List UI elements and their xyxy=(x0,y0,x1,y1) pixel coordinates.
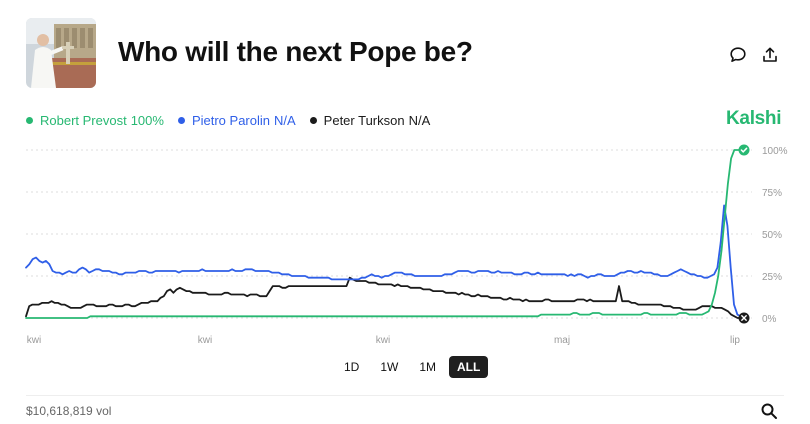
legend-series-name: Pietro Parolin xyxy=(191,113,270,128)
price-chart: 100% 75% 50% 25% 0% kwi kwi kwi maj lip xyxy=(25,144,788,346)
series-line-robert-prevost xyxy=(25,149,745,319)
y-tick-label: 0% xyxy=(762,314,777,325)
check-glyph xyxy=(740,147,748,153)
market-thumbnail xyxy=(26,18,96,88)
legend-dot-icon xyxy=(26,117,33,124)
x-glyph xyxy=(741,315,747,321)
pope-balcony-photo xyxy=(26,18,96,88)
x-tick-label: kwi xyxy=(27,335,41,346)
series-line-pietro-parolin xyxy=(25,204,745,318)
x-tick-label: maj xyxy=(554,335,570,346)
x-tick-label: lip xyxy=(730,335,740,346)
legend-dot-icon xyxy=(309,117,317,124)
y-tick-label: 50% xyxy=(762,230,782,241)
y-tick-label: 25% xyxy=(762,272,782,283)
comment-icon[interactable] xyxy=(727,44,749,66)
legend-dot-icon xyxy=(177,117,185,124)
time-range-selector: 1D 1W 1M ALL xyxy=(336,356,493,378)
legend-item-peter-turkson[interactable]: Peter Turkson N/A xyxy=(309,113,431,128)
range-button-1w[interactable]: 1W xyxy=(380,360,399,374)
share-icon[interactable] xyxy=(759,44,781,66)
y-tick-label: 75% xyxy=(762,188,782,199)
kalshi-logo: Kalshi xyxy=(726,108,782,129)
range-button-1m[interactable]: 1M xyxy=(419,360,437,374)
x-tick-label: kwi xyxy=(376,335,390,346)
legend-item-pietro-parolin[interactable]: Pietro Parolin N/A xyxy=(177,113,296,128)
chart-legend: Robert Prevost 100% Pietro Parolin N/A P… xyxy=(26,113,444,128)
footer-divider xyxy=(26,395,784,396)
legend-series-name: Peter Turkson xyxy=(323,113,405,128)
trading-volume: $10,618,819 vol xyxy=(26,404,112,418)
range-button-all[interactable]: ALL xyxy=(449,356,489,378)
legend-series-value: N/A xyxy=(408,113,431,128)
y-tick-label: 100% xyxy=(762,146,788,157)
legend-item-robert-prevost[interactable]: Robert Prevost 100% xyxy=(26,113,164,128)
market-title: Who will the next Pope be? xyxy=(118,36,473,67)
legend-series-value: 100% xyxy=(130,113,164,128)
x-tick-label: kwi xyxy=(198,335,212,346)
legend-series-name: Robert Prevost xyxy=(40,113,127,128)
search-icon[interactable] xyxy=(760,402,778,420)
range-button-1d[interactable]: 1D xyxy=(344,360,360,374)
series-line-peter-turkson xyxy=(25,276,745,319)
legend-series-value: N/A xyxy=(274,113,296,128)
